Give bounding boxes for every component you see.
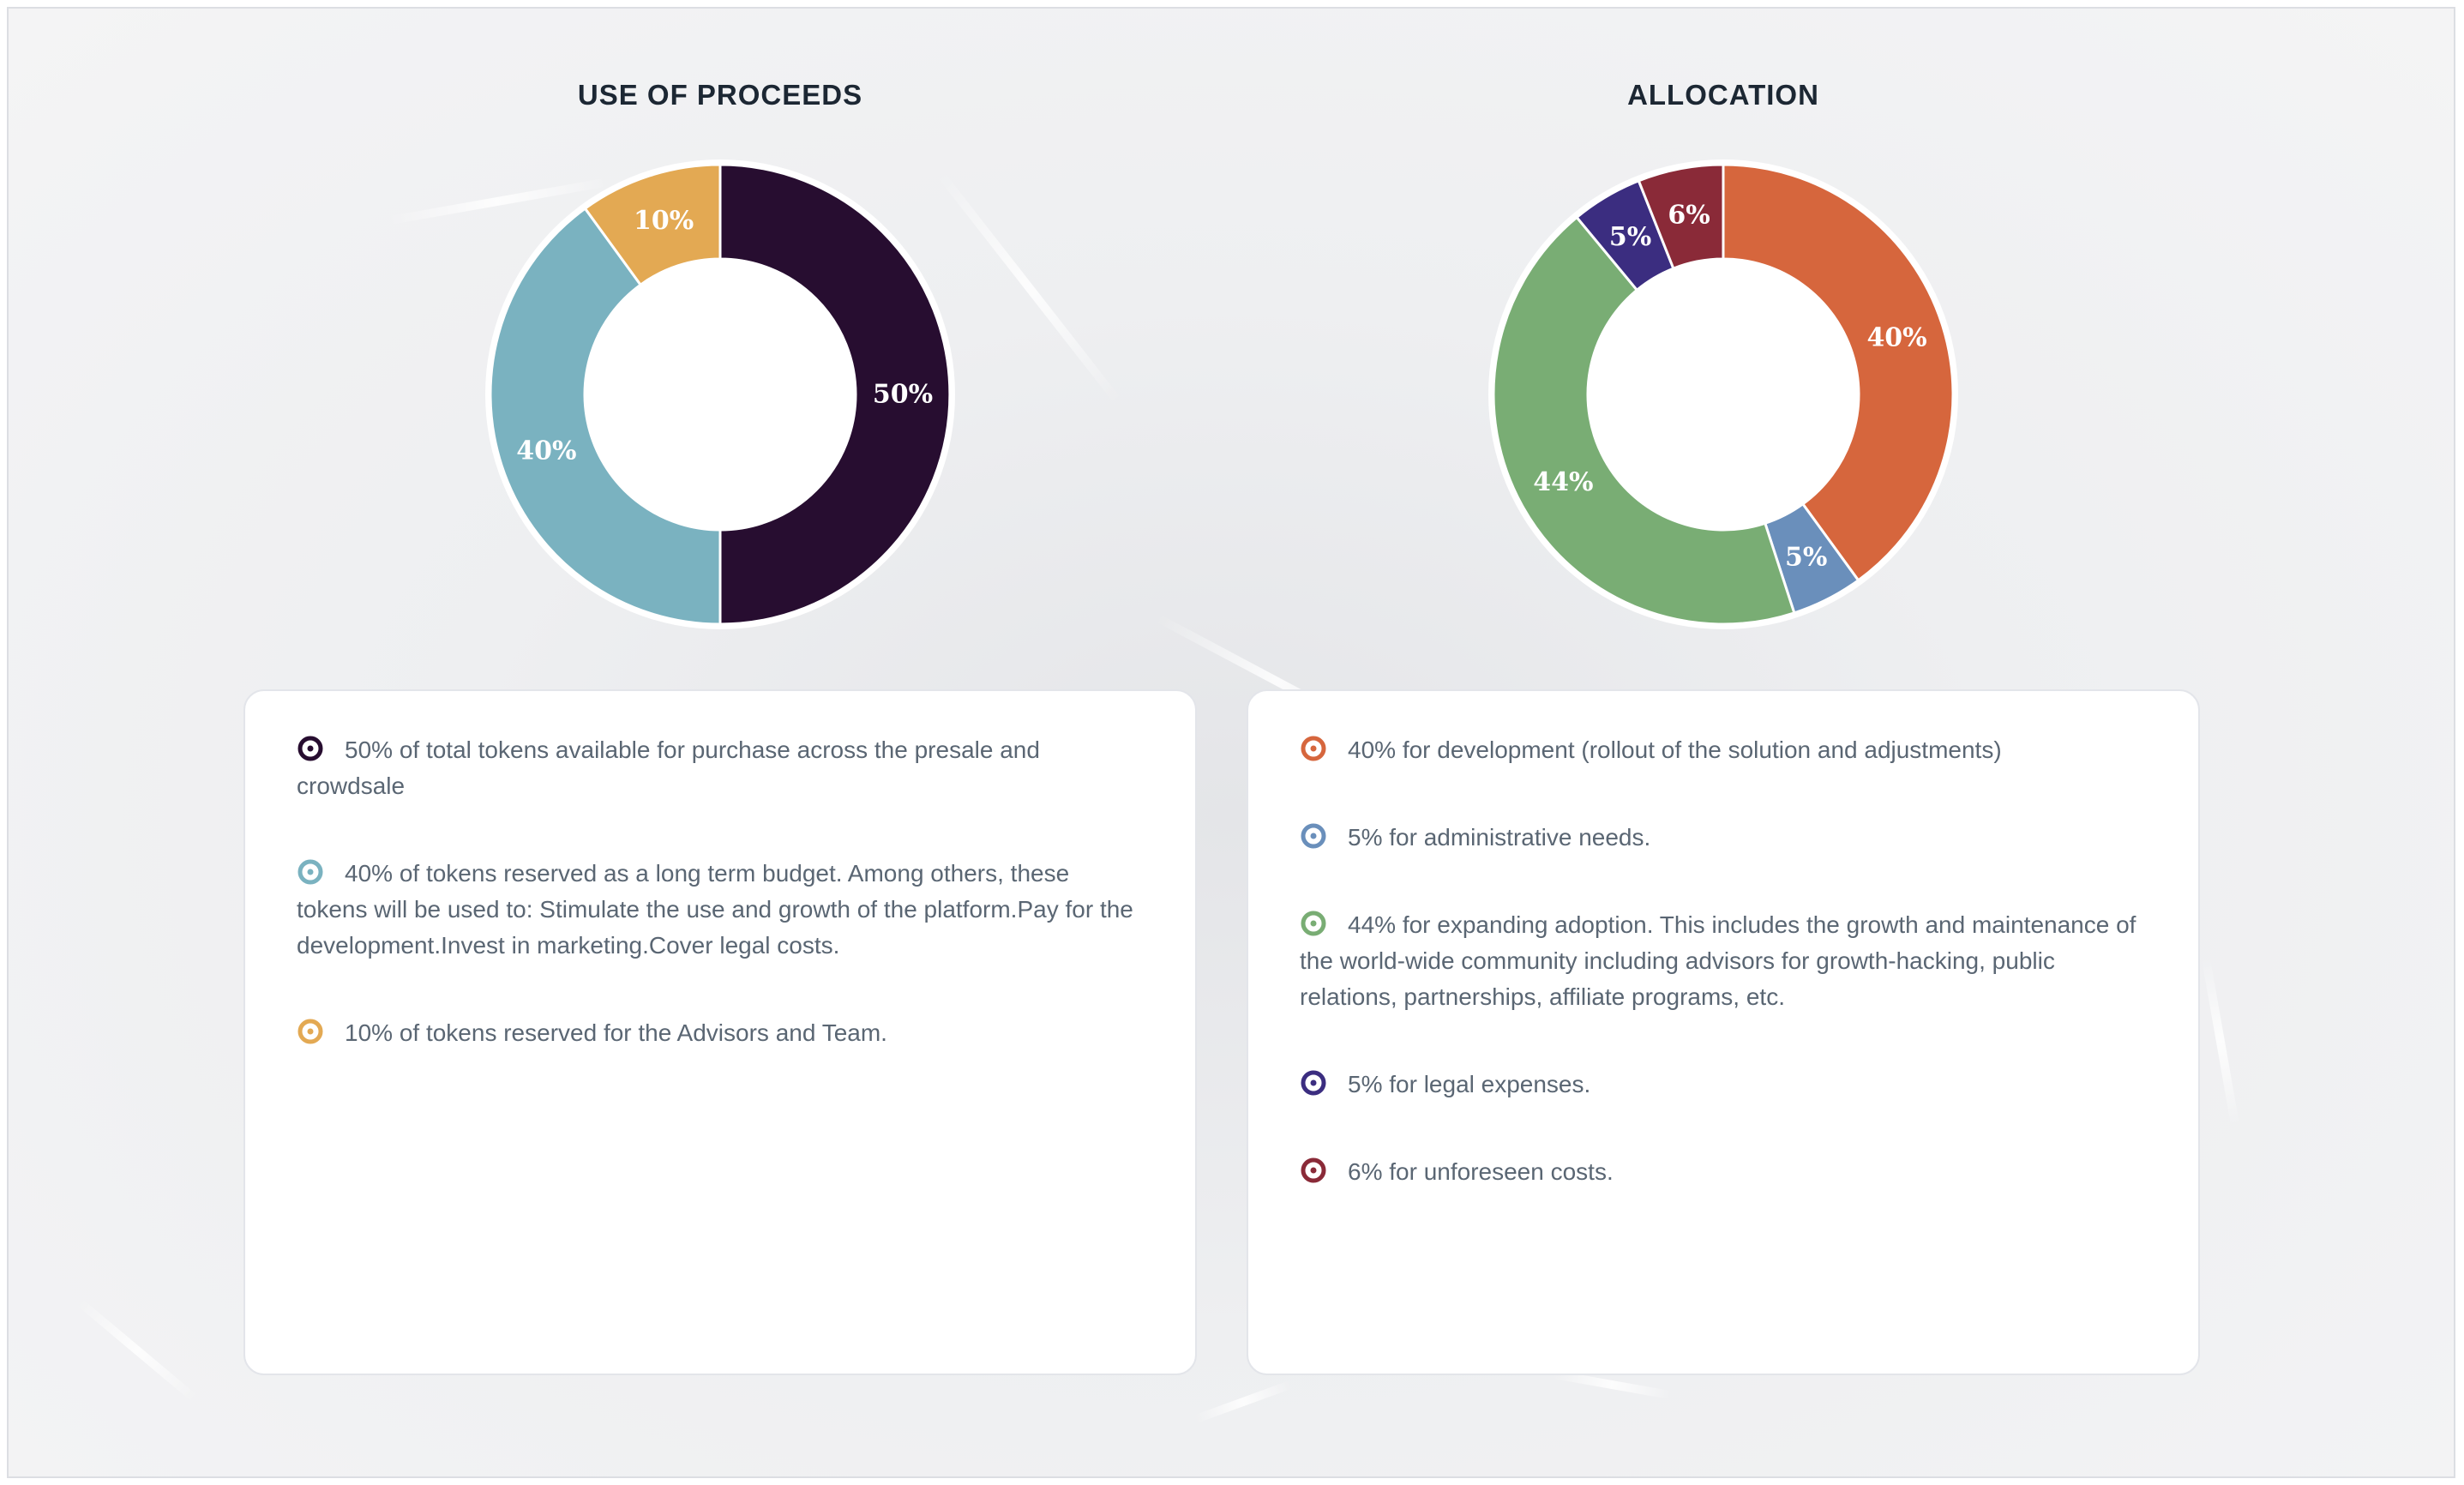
background-streak: [75, 1297, 200, 1404]
legend-item: 50% of total tokens available for purcha…: [297, 732, 1145, 804]
legend-item-text: 5% for administrative needs.: [1348, 824, 1651, 851]
legend-item: 40% for development (rollout of the solu…: [1300, 732, 2148, 768]
chart-title-proceeds: USE OF PROCEEDS: [577, 79, 863, 111]
donut-slice[interactable]: [1722, 163, 1955, 582]
legend-item: 10% of tokens reserved for the Advisors …: [297, 1015, 1145, 1051]
allocation-donut-chart: 40% 5% 44% 5% 6%: [1488, 159, 1958, 629]
donut-slice[interactable]: [583, 163, 722, 287]
donut-slice[interactable]: [1637, 163, 1725, 271]
legend-bullet-icon: [297, 736, 323, 761]
legend-item-text: 10% of tokens reserved for the Advisors …: [345, 1019, 887, 1046]
legend-bullet-icon: [1301, 823, 1326, 849]
slice-label: 5%: [1609, 222, 1651, 252]
legend-item-text: 40% of tokens reserved as a long term bu…: [297, 860, 1133, 959]
legend-item: 40% of tokens reserved as a long term bu…: [297, 856, 1145, 964]
legend-item: 5% for legal expenses.: [1300, 1067, 2148, 1103]
chart-title-allocation: ALLOCATION: [1627, 79, 1819, 111]
slice-label: 44%: [1533, 467, 1593, 497]
legend-bullet-icon: [1301, 911, 1326, 936]
background-streak: [2201, 956, 2240, 1127]
legend-bullet-icon: [297, 1019, 323, 1044]
proceeds-donut-chart: 50% 40% 10%: [485, 159, 955, 629]
donut-slice[interactable]: [718, 163, 952, 626]
slice-label: 50%: [873, 380, 933, 410]
slice-label: 6%: [1668, 200, 1710, 230]
donut-slice[interactable]: [489, 207, 722, 626]
legend-bullet-icon: [297, 859, 323, 885]
page-frame: USE OF PROCEEDS ALLOCATION 50% 40% 10% 40%…: [7, 7, 2455, 1478]
legend-item-text: 6% for unforeseen costs.: [1348, 1158, 1614, 1185]
donut-slice[interactable]: [1492, 215, 1796, 626]
legend-item: 44% for expanding adoption. This include…: [1300, 907, 2148, 1015]
legend-bullet-icon: [1301, 1157, 1326, 1183]
slice-label: 40%: [516, 436, 576, 466]
allocation-legend-card: 40% for development (rollout of the solu…: [1247, 689, 2200, 1375]
background-streak: [935, 169, 1122, 406]
legend-bullet-icon: [1301, 1070, 1326, 1096]
legend-item-text: 5% for legal expenses.: [1348, 1071, 1591, 1097]
proceeds-legend-card: 50% of total tokens available for purcha…: [243, 689, 1197, 1375]
slice-label: 10%: [634, 206, 694, 236]
legend-item-text: 44% for expanding adoption. This include…: [1300, 911, 2136, 1010]
legend-item-text: 50% of total tokens available for purcha…: [297, 736, 1040, 799]
legend-item-text: 40% for development (rollout of the solu…: [1348, 736, 2002, 763]
slice-label: 5%: [1785, 542, 1827, 572]
background-streak: [1193, 1380, 1294, 1424]
legend-item: 5% for administrative needs.: [1300, 820, 2148, 856]
legend-item: 6% for unforeseen costs.: [1300, 1154, 2148, 1190]
legend-bullet-icon: [1301, 736, 1326, 761]
slice-label: 40%: [1866, 323, 1926, 353]
